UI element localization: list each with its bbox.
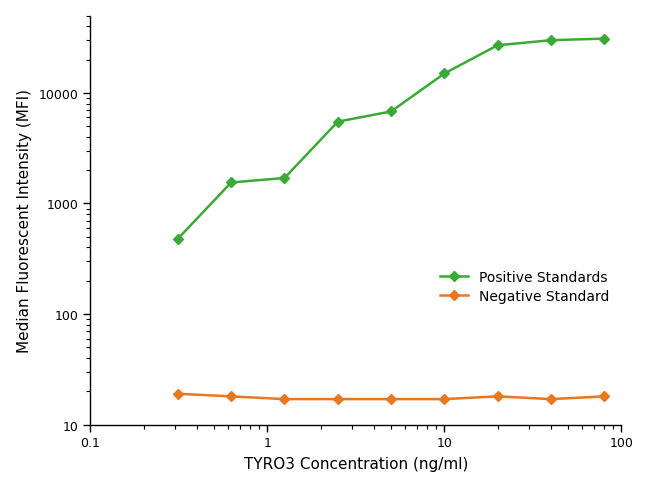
- Negative Standard: [547, 396, 555, 402]
- Positive Standards: [494, 43, 502, 49]
- Positive Standards: [601, 37, 608, 42]
- Negative Standard: [441, 396, 448, 402]
- Negative Standard: [174, 391, 182, 397]
- Positive Standards: [387, 109, 395, 115]
- Positive Standards: [547, 38, 555, 44]
- Negative Standard: [494, 394, 502, 400]
- Negative Standard: [334, 396, 342, 402]
- X-axis label: TYRO3 Concentration (ng/ml): TYRO3 Concentration (ng/ml): [244, 456, 468, 471]
- Negative Standard: [387, 396, 395, 402]
- Positive Standards: [334, 120, 342, 125]
- Positive Standards: [441, 71, 448, 77]
- Y-axis label: Median Fluorescent Intensity (MFI): Median Fluorescent Intensity (MFI): [17, 89, 32, 352]
- Line: Negative Standard: Negative Standard: [174, 390, 608, 403]
- Positive Standards: [227, 180, 235, 186]
- Legend: Positive Standards, Negative Standard: Positive Standards, Negative Standard: [440, 270, 609, 304]
- Line: Positive Standards: Positive Standards: [174, 36, 608, 243]
- Negative Standard: [227, 394, 235, 400]
- Negative Standard: [601, 394, 608, 400]
- Positive Standards: [174, 236, 182, 242]
- Negative Standard: [281, 396, 289, 402]
- Positive Standards: [281, 176, 289, 182]
